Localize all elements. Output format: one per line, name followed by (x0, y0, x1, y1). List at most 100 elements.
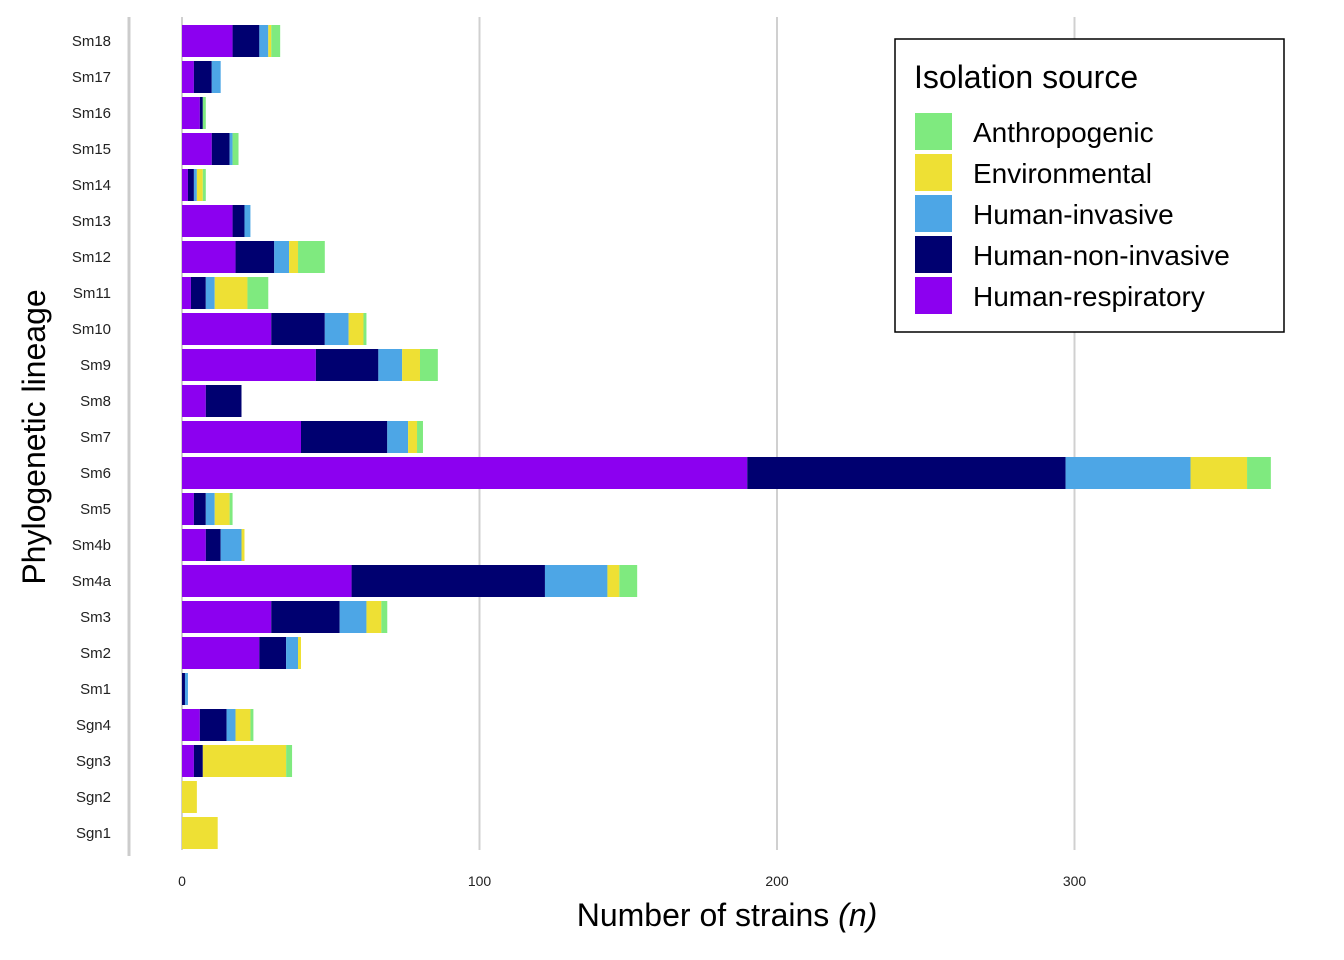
y-tick-label: Sgn2 (76, 789, 111, 806)
y-tick-label: Sm18 (72, 33, 111, 50)
bar-segment (301, 421, 388, 453)
bar-segment (366, 601, 382, 633)
x-tick-label: 100 (468, 873, 492, 889)
bar-segment (182, 457, 748, 489)
legend-swatch (915, 195, 952, 232)
bars (182, 25, 1271, 849)
x-tick-label: 0 (178, 873, 186, 889)
y-tick-label: Sm17 (72, 69, 111, 86)
y-tick-labels: Sm18 Sm17 Sm16 Sm15 Sm14 Sm13 Sm12 Sm11 Sm10 Sm9 S… (72, 33, 112, 842)
bar-segment (182, 349, 316, 381)
bar-segment (271, 313, 325, 345)
bar-segment (417, 421, 423, 453)
bar-segment (182, 493, 194, 525)
bar-segment (271, 601, 340, 633)
bar-segment (182, 529, 206, 561)
bar-segment (190, 277, 206, 309)
bar-segment (235, 709, 251, 741)
bar-segment (187, 169, 194, 201)
y-tick-label: Sm10 (72, 321, 111, 338)
bar-segment (289, 241, 299, 273)
y-tick-label: Sgn1 (76, 825, 111, 842)
bar-segment (232, 133, 239, 165)
legend-label: Human-respiratory (973, 281, 1205, 312)
bar-segment (381, 601, 388, 633)
bar-segment (226, 709, 236, 741)
bar-segment (747, 457, 1066, 489)
bar-segment (182, 385, 206, 417)
bar-segment (1190, 457, 1248, 489)
bar-segment (247, 277, 269, 309)
bar-segment (182, 781, 197, 813)
bar-segment (619, 565, 638, 597)
bar-segment (298, 637, 301, 669)
bar-segment (182, 601, 272, 633)
legend-items: Anthropogenic Environmental Human-invasive… (915, 113, 1230, 314)
legend-label: Human-non-invasive (973, 240, 1230, 271)
y-tick-label: Sm5 (80, 501, 111, 518)
bar-segment (259, 637, 287, 669)
bar-segment (244, 205, 251, 237)
y-tick-label: Sm11 (73, 285, 111, 302)
bar-segment (271, 25, 281, 57)
y-tick-label: Sm9 (80, 357, 111, 374)
y-tick-label: Sm14 (72, 177, 111, 194)
bar-segment (193, 169, 197, 201)
x-tick-label: 200 (765, 873, 789, 889)
bar-segment (315, 349, 379, 381)
bar-segment (182, 565, 352, 597)
x-axis-title-italic: (n) (838, 897, 877, 933)
bar-segment (184, 673, 188, 705)
bar-segment (182, 277, 191, 309)
bar-segment (363, 313, 367, 345)
bar-segment (298, 241, 325, 273)
bar-segment (196, 169, 203, 201)
bar-segment (408, 421, 418, 453)
y-tick-label: Sm7 (80, 429, 111, 446)
bar-segment (182, 817, 218, 849)
legend-label: Environmental (973, 158, 1152, 189)
bar-segment (420, 349, 438, 381)
bar-segment (202, 745, 287, 777)
legend-swatch (915, 236, 952, 273)
bar-segment (229, 133, 233, 165)
legend-label: Human-invasive (973, 199, 1174, 230)
bar-segment (182, 637, 260, 669)
bar-segment (259, 25, 269, 57)
bar-segment (286, 745, 293, 777)
bar-segment (286, 637, 299, 669)
bar-segment (232, 25, 260, 57)
y-tick-label: Sm4b (72, 537, 111, 554)
bar-segment (193, 745, 203, 777)
y-tick-label: Sgn4 (76, 717, 111, 734)
legend-box (894, 38, 1285, 333)
y-tick-label: Sm4a (72, 573, 112, 590)
x-tick-labels: 0 100 200 300 (178, 873, 1086, 889)
bar-segment (182, 709, 200, 741)
legend-title: Isolation source (914, 59, 1138, 95)
bar-segment (274, 241, 290, 273)
y-tick-label: Sm2 (80, 645, 111, 662)
legend-swatch (915, 113, 952, 150)
bar-segment (324, 313, 349, 345)
y-tick-label: Sgn3 (76, 753, 111, 770)
bar-segment (387, 421, 409, 453)
bar-segment (182, 169, 188, 201)
bar-segment (220, 529, 242, 561)
bar-segment (182, 61, 194, 93)
bar-segment (202, 169, 206, 201)
bar-segment (193, 493, 206, 525)
y-tick-label: Sm12 (72, 249, 111, 266)
bar-segment (182, 421, 301, 453)
bar-segment (199, 97, 203, 129)
bar-segment (351, 565, 545, 597)
bar-segment (182, 133, 212, 165)
bar-segment (378, 349, 403, 381)
x-axis-title-main: Number of strains (577, 897, 830, 933)
bar-segment (232, 205, 245, 237)
bar-segment (268, 25, 272, 57)
bar-segment (182, 25, 233, 57)
bar-segment (1065, 457, 1191, 489)
bar-segment (182, 745, 194, 777)
